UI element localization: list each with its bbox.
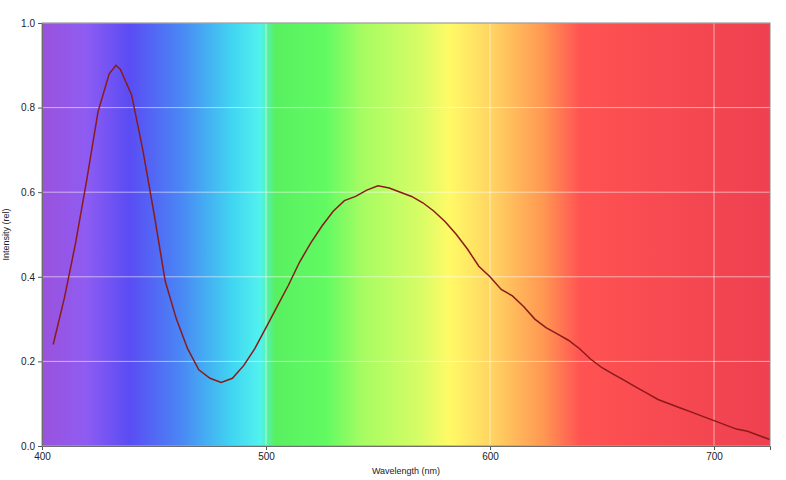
grid-line — [42, 192, 770, 193]
tick: 500 — [258, 446, 275, 462]
tick: 0.2 — [21, 356, 42, 367]
grid-line — [714, 23, 715, 446]
tick-label: 0.6 — [21, 187, 35, 198]
frame — [42, 23, 770, 446]
tick: 600 — [482, 446, 499, 462]
tick-mark — [38, 446, 42, 447]
background — [42, 23, 770, 446]
tick-mark — [266, 446, 267, 450]
tick-label: 0.4 — [21, 272, 35, 283]
y-axis: 0.0 0.2 0.4 0.6 0.8 1.0 — [21, 18, 42, 452]
spectrum-line — [53, 65, 770, 439]
tick-label: 0.8 — [21, 102, 35, 113]
tick: 0.8 — [21, 102, 42, 113]
tick-label: 400 — [34, 451, 51, 462]
tick-label: 600 — [482, 451, 499, 462]
grid-line — [42, 361, 770, 362]
grid-line — [266, 23, 267, 446]
grid-line — [490, 23, 491, 446]
tick-mark — [38, 23, 42, 24]
series — [53, 65, 770, 439]
tick: 0.6 — [21, 187, 42, 198]
tick: 700 — [706, 446, 723, 462]
chart: 400 500 600 700 0.0 0.2 0.4 0.6 0.8 1.0 Wavelength… — [0, 0, 786, 480]
y-axis-title: Intensity (rel) — [1, 208, 11, 260]
tick-label: 1.0 — [21, 18, 35, 29]
grid-line — [42, 107, 770, 108]
tick-label: 500 — [258, 451, 275, 462]
plot: 400 500 600 700 0.0 0.2 0.4 0.6 0.8 1.0 — [21, 18, 770, 462]
tick-mark — [38, 361, 42, 362]
tick: 400 — [34, 446, 51, 462]
tick-mark — [38, 108, 42, 109]
tick-mark — [714, 446, 715, 450]
x-axis-title: Wavelength (nm) — [372, 466, 440, 476]
axis-line — [43, 447, 771, 451]
tick-label: 0.2 — [21, 356, 35, 367]
tick-label: 700 — [706, 451, 723, 462]
x-axis: 400 500 600 700 — [34, 446, 770, 462]
tick: 0.4 — [21, 272, 42, 283]
grid — [42, 23, 770, 446]
tick-mark — [38, 277, 42, 278]
tick-mark — [490, 446, 491, 450]
grid-line — [42, 276, 770, 277]
tick: 1.0 — [21, 18, 42, 29]
tick: 0.0 — [21, 441, 42, 452]
tick-label: 0.0 — [21, 441, 35, 452]
tick-mark — [38, 192, 42, 193]
